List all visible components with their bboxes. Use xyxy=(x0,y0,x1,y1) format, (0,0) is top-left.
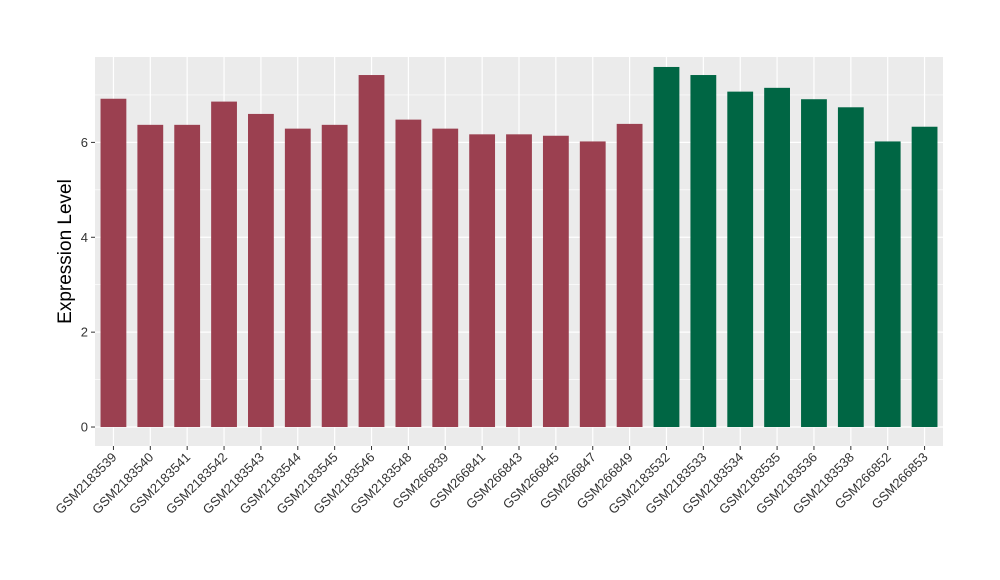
bar xyxy=(764,87,790,428)
bar xyxy=(542,135,569,428)
bar xyxy=(211,101,237,428)
bar xyxy=(690,75,717,428)
y-tick-label: 0 xyxy=(81,420,88,435)
bar xyxy=(358,75,385,428)
y-axis-title: Expression Level xyxy=(55,179,76,324)
bar xyxy=(100,98,127,428)
bar xyxy=(469,134,496,428)
x-axis: GSM2183539GSM2183540GSM2183541GSM2183542… xyxy=(52,446,931,517)
bar xyxy=(137,124,164,428)
bar xyxy=(395,119,422,428)
bar xyxy=(506,134,532,428)
y-tick-label: 6 xyxy=(81,135,88,150)
bar xyxy=(801,99,827,428)
bar xyxy=(321,124,348,428)
bar xyxy=(174,124,201,428)
bar xyxy=(837,107,864,428)
bar xyxy=(579,141,606,428)
y-tick-label: 2 xyxy=(81,325,88,340)
bars xyxy=(100,66,938,428)
bar xyxy=(284,128,311,428)
bar xyxy=(653,66,680,428)
bar xyxy=(248,113,274,428)
bar xyxy=(432,128,459,428)
bar xyxy=(727,91,754,428)
bar xyxy=(911,126,938,428)
y-tick-label: 4 xyxy=(81,230,88,245)
bar xyxy=(874,141,901,428)
y-axis: 0 2 4 6 xyxy=(81,135,95,435)
bar xyxy=(616,123,643,428)
